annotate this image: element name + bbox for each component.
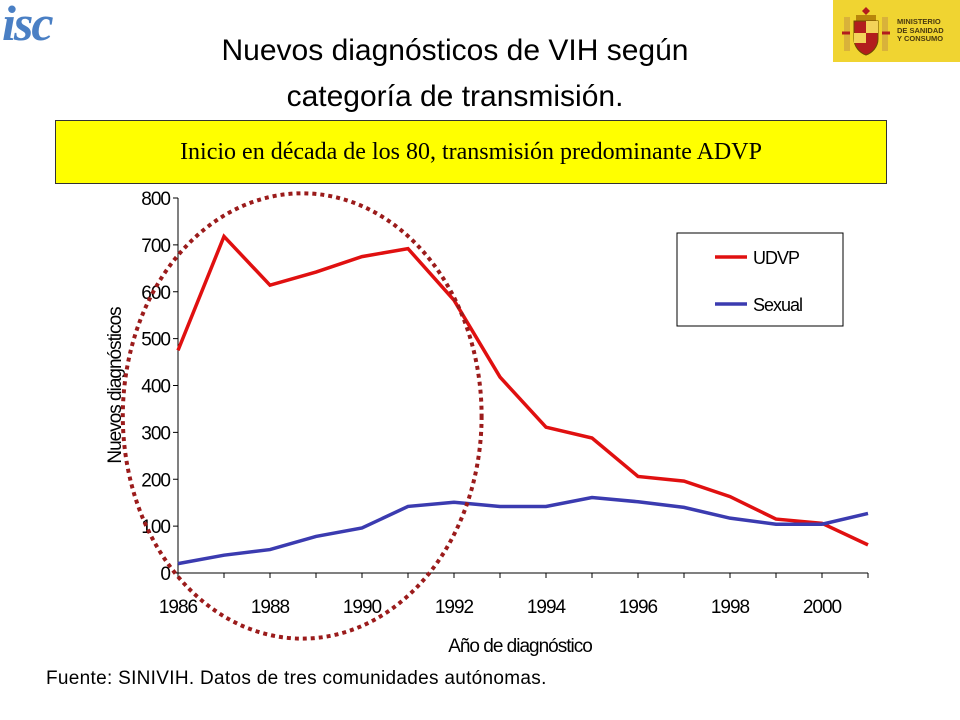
series-line-sexual bbox=[177, 495, 869, 566]
x-tick-label: 1996 bbox=[619, 597, 658, 618]
isc-logo-icon: isc bbox=[2, 0, 54, 51]
x-tick-label: 1986 bbox=[159, 597, 198, 618]
ministry-logo: MINISTERIO DE SANIDAD Y CONSUMO bbox=[833, 0, 960, 62]
isc-logo: isc bbox=[0, 0, 82, 58]
x-tick-label: 1998 bbox=[711, 597, 750, 618]
y-axis-title: Nuevos diagnósticos bbox=[105, 307, 126, 464]
coat-of-arms-icon bbox=[842, 7, 890, 56]
y-tick-label: 100 bbox=[141, 517, 170, 538]
ministry-name: MINISTERIO DE SANIDAD Y CONSUMO bbox=[897, 17, 944, 43]
y-tick-label: 500 bbox=[141, 330, 170, 351]
y-tick-label: 700 bbox=[141, 236, 170, 257]
y-tick-label: 0 bbox=[160, 564, 170, 585]
y-tick-label: 300 bbox=[141, 423, 170, 444]
x-tick-label: 1994 bbox=[527, 597, 567, 618]
x-axis-title: Año de diagnóstico bbox=[448, 636, 592, 657]
highlight-ellipse bbox=[120, 191, 484, 641]
y-tick-label: 400 bbox=[141, 377, 170, 398]
series-line-udvp bbox=[176, 233, 869, 547]
legend-label-sexual: Sexual bbox=[753, 295, 802, 315]
y-tick-label: 200 bbox=[141, 470, 170, 491]
y-tick-label: 800 bbox=[141, 189, 170, 210]
x-tick-label: 2000 bbox=[803, 597, 842, 618]
legend-label-udvp: UDVP bbox=[753, 248, 800, 268]
slide-title: Nuevos diagnósticos de VIH según categor… bbox=[221, 34, 689, 113]
source-note: Fuente: SINIVIH. Datos de tres comunidad… bbox=[46, 668, 547, 689]
x-tick-label: 1988 bbox=[251, 597, 290, 618]
x-tick-label: 1990 bbox=[343, 597, 382, 618]
x-tick-label: 1992 bbox=[435, 597, 474, 618]
banner-text: Inicio en década de los 80, transmisión … bbox=[180, 138, 762, 165]
legend-box bbox=[676, 232, 844, 327]
highlight-banner: Inicio en década de los 80, transmisión … bbox=[55, 120, 887, 184]
